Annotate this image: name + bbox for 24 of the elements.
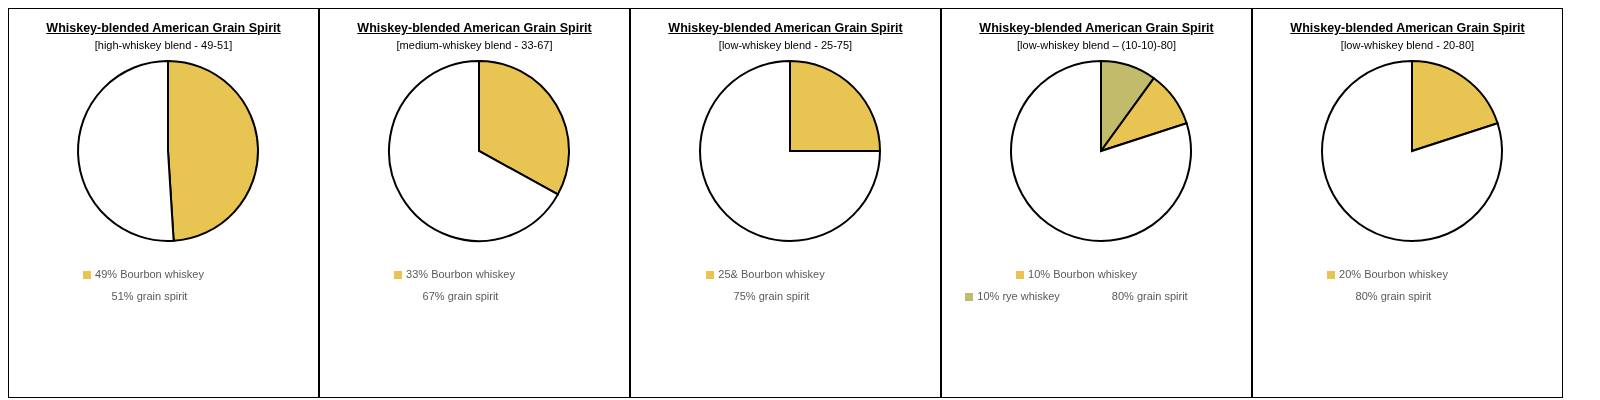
slice-label: 80% grain spirit: [1111, 290, 1188, 302]
chart-subtitle: [low-whiskey blend - 25-75]: [718, 39, 853, 51]
chart-subtitle: [low-whiskey blend - 20-80]: [1340, 39, 1475, 51]
chart-title: Whiskey-blended American Grain Spirit: [46, 21, 281, 35]
legend-label: 25& Bourbon whiskey: [718, 268, 825, 280]
pie-slice: [698, 60, 881, 242]
chart-title: Whiskey-blended American Grain Spirit: [668, 21, 903, 35]
legend-label: 49% Bourbon whiskey: [95, 268, 204, 280]
slice-label: 51% grain spirit: [111, 290, 188, 302]
chart-subtitle: [high-whiskey blend - 49-51]: [94, 39, 233, 51]
legend-label: 20% Bourbon whiskey: [1339, 268, 1448, 280]
chart-title: Whiskey-blended American Grain Spirit: [979, 21, 1214, 35]
pie-slice: [1009, 60, 1192, 242]
pie-slice: [1320, 60, 1503, 242]
legend-label: 10% Bourbon whiskey: [1028, 268, 1137, 280]
slice-label: 80% grain spirit: [1355, 290, 1432, 302]
slice-label: 75% grain spirit: [733, 290, 810, 302]
legend-label: 33% Bourbon whiskey: [406, 268, 515, 280]
chart-title: Whiskey-blended American Grain Spirit: [357, 21, 592, 35]
legend-label: 10% rye whiskey: [977, 290, 1060, 302]
chart-subtitle: [low-whiskey blend – (10-10)-80]: [1017, 39, 1176, 51]
chart-subtitle: [medium-whiskey blend - 33-67]: [396, 39, 553, 51]
slice-label: 67% grain spirit: [422, 290, 499, 302]
chart-title: Whiskey-blended American Grain Spirit: [1290, 21, 1525, 35]
